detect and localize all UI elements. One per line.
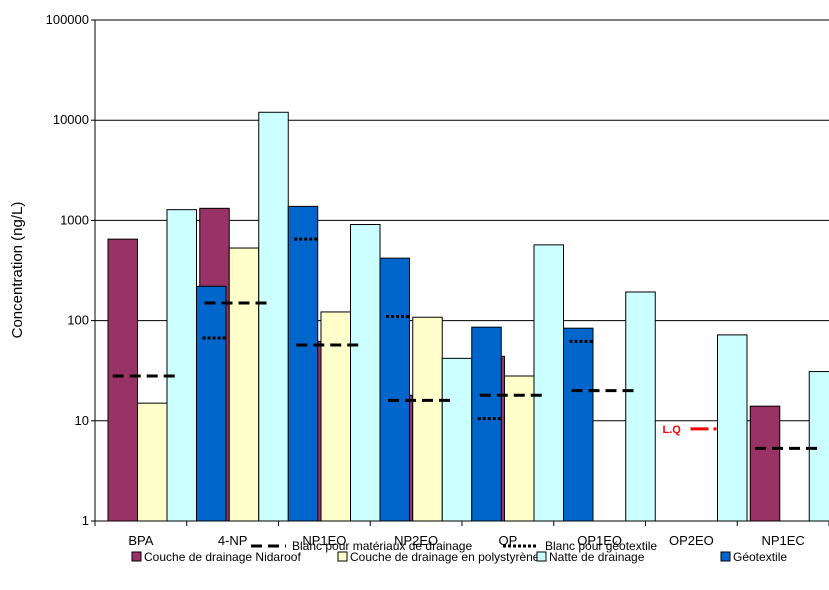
legend-swatch (337, 551, 348, 562)
x-tick-label: NP1EO (302, 533, 346, 548)
legend-label: Géotextile (733, 550, 787, 564)
bar (441, 357, 473, 522)
bar (196, 285, 227, 522)
bar (137, 402, 168, 522)
y-tick-label: 10000 (53, 112, 89, 127)
bar (471, 326, 502, 522)
bar (625, 291, 656, 522)
x-tick-label: BPA (128, 533, 153, 548)
bar (287, 205, 319, 522)
bar (350, 224, 381, 522)
bar (717, 334, 748, 522)
y-axis-title: Concentration (ng/L) (9, 202, 26, 339)
legend-label: Natte de drainage (549, 550, 645, 564)
x-tick-label: NP2EO (394, 533, 438, 548)
bars-layer (107, 111, 829, 522)
bar (749, 405, 781, 522)
bar (808, 371, 829, 522)
legend-label: Couche de drainage en polystyrène (350, 550, 540, 564)
blank-lines-layer: L.Q (112, 237, 819, 450)
bar (533, 244, 564, 522)
legend-label: Couche de drainage Nidaroof (144, 550, 301, 564)
bar (166, 209, 197, 522)
bar (228, 247, 260, 522)
bar (412, 316, 443, 522)
bar (504, 375, 535, 522)
y-tick-label: 10 (75, 413, 89, 428)
x-tick-label: OP1EO (577, 533, 622, 548)
x-tick-label: NP1EC (761, 533, 804, 548)
axis-layer: 1 10 100 1000 10000 100000 BPA 4-NP NP1EO NP2EO OP… (46, 12, 829, 548)
bar (379, 257, 410, 522)
y-tick-label: 100000 (46, 12, 89, 27)
legend-swatch (536, 551, 547, 562)
y-tick-label: 1 (82, 513, 89, 528)
bar (258, 111, 289, 522)
y-tick-label: 100 (67, 313, 89, 328)
x-tick-label: OP2EO (669, 533, 714, 548)
bar (320, 311, 351, 522)
x-tick-label: OP (498, 533, 517, 548)
legend: Blanc pour matériaux de drainage Blanc po… (131, 539, 787, 564)
bar (563, 327, 594, 522)
bar (107, 238, 138, 522)
legend-swatch (131, 551, 142, 562)
x-tick-label: 4-NP (218, 533, 248, 548)
legend-label-blank-geotextile: Blanc pour géotextile (545, 539, 657, 553)
y-tick-label: 1000 (60, 212, 89, 227)
legend-label-blank-drainage: Blanc pour matériaux de drainage (292, 539, 472, 553)
legend-swatch (720, 551, 731, 562)
annotation-label: L.Q (663, 424, 682, 436)
